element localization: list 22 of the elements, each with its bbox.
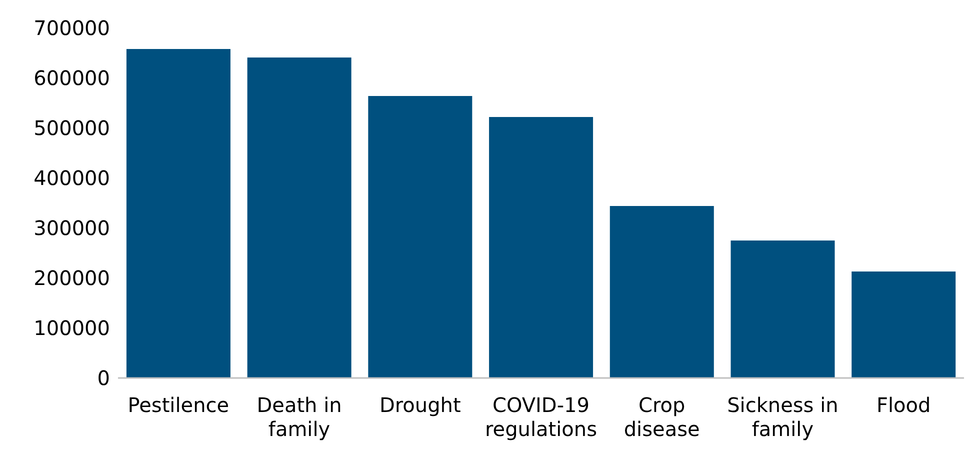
y-tick-label: 300000: [34, 216, 110, 240]
bar: [852, 272, 956, 378]
x-tick-label: Sickness in family: [727, 393, 838, 441]
y-tick-label: 200000: [34, 266, 110, 290]
x-tick-label: Crop disease: [624, 393, 700, 441]
y-tick-label: 400000: [34, 166, 110, 190]
y-tick-label: 0: [97, 366, 110, 390]
x-tick-label: Drought: [379, 393, 461, 417]
bar: [247, 58, 352, 378]
bar: [730, 240, 835, 378]
y-tick-label: 500000: [34, 116, 110, 140]
bar: [368, 96, 472, 378]
bar: [610, 206, 714, 378]
x-tick-label: Flood: [876, 393, 931, 417]
bar: [126, 49, 230, 378]
x-tick-label: Pestilence: [128, 393, 230, 417]
bar: [489, 117, 594, 378]
x-tick-label: COVID-19 regulations: [484, 393, 598, 441]
y-tick-label: 700000: [34, 16, 110, 40]
y-tick-label: 100000: [34, 316, 110, 340]
y-tick-label: 600000: [34, 66, 110, 90]
x-tick-label: Death in family: [256, 393, 342, 441]
